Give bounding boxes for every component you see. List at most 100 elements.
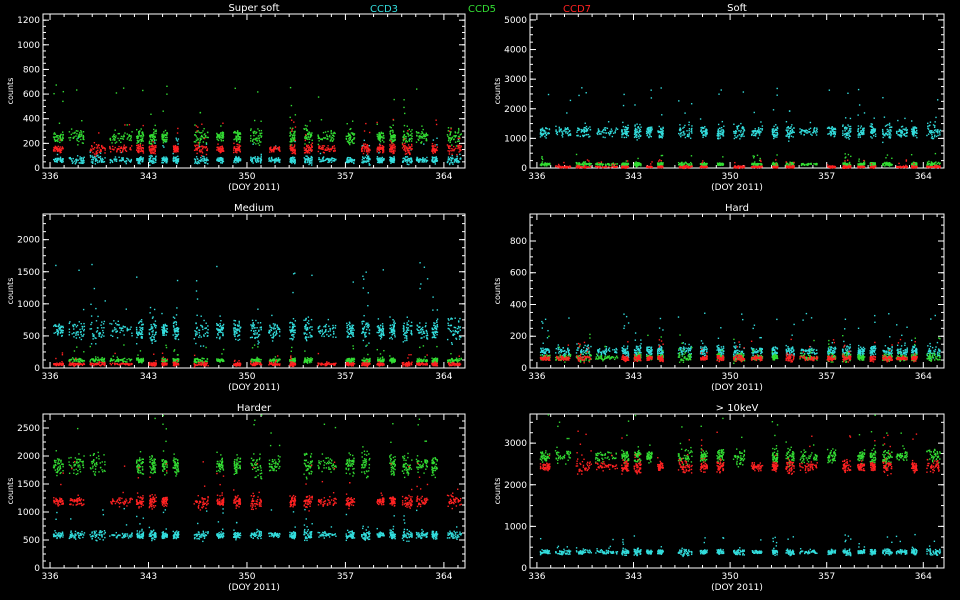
data-point (154, 147, 156, 149)
data-point (328, 158, 331, 160)
data-point (176, 132, 179, 134)
data-point (885, 157, 887, 159)
data-point (393, 152, 395, 154)
data-point (153, 133, 155, 135)
data-point (548, 132, 550, 134)
data-point (218, 157, 221, 159)
data-point (164, 139, 167, 141)
data-point (294, 149, 296, 151)
data-point (427, 134, 429, 136)
data-point (239, 145, 242, 147)
data-point (883, 116, 886, 118)
data-point (389, 143, 391, 146)
data-point (136, 159, 139, 161)
data-point (453, 150, 455, 152)
data-point (148, 157, 150, 160)
data-point (161, 159, 164, 161)
data-point (436, 157, 438, 160)
data-point (97, 161, 99, 164)
data-point (688, 121, 690, 123)
data-point (257, 142, 259, 145)
data-point (742, 131, 745, 133)
data-point (381, 161, 383, 164)
data-point (138, 159, 140, 162)
data-point (234, 158, 237, 161)
data-point (686, 133, 689, 136)
data-point (688, 128, 691, 130)
data-point (380, 132, 382, 135)
legend-ccd7: CCD7 (563, 4, 591, 15)
data-point (55, 84, 57, 86)
data-point (221, 148, 224, 150)
data-point (848, 132, 850, 135)
data-point (739, 131, 742, 133)
data-point (123, 134, 125, 136)
data-point (899, 135, 901, 137)
data-point (334, 150, 337, 152)
data-point (128, 139, 131, 141)
data-point (376, 149, 378, 151)
data-point (608, 132, 610, 135)
data-point (81, 161, 83, 163)
data-point (276, 148, 278, 150)
data-point (446, 144, 449, 146)
data-point (155, 159, 157, 161)
data-point (123, 147, 126, 149)
data-point (93, 148, 95, 150)
data-point (68, 131, 71, 133)
data-point (59, 151, 61, 153)
data-point (195, 125, 198, 127)
data-point (599, 163, 601, 165)
data-point (888, 122, 891, 125)
data-point (800, 133, 802, 135)
data-point (353, 142, 355, 144)
data-point (403, 145, 405, 148)
data-point (390, 146, 392, 149)
data-point (92, 151, 94, 154)
data-point (393, 139, 396, 141)
data-point (333, 158, 335, 160)
data-point (237, 149, 239, 152)
data-point (217, 158, 219, 161)
data-point (233, 161, 235, 164)
data-point (260, 153, 262, 156)
data-point (93, 155, 96, 158)
data-point (659, 135, 661, 137)
data-point (661, 132, 664, 135)
data-point (348, 138, 350, 140)
data-point (139, 142, 142, 145)
data-point (651, 128, 653, 130)
data-point (142, 144, 144, 147)
data-point (660, 128, 662, 131)
data-point (772, 161, 774, 164)
data-point (271, 148, 273, 151)
data-point (201, 150, 203, 153)
data-point (411, 160, 413, 162)
data-point (193, 149, 196, 152)
data-point (56, 160, 58, 162)
data-point (216, 138, 218, 140)
data-point (351, 138, 354, 141)
data-point (789, 161, 791, 163)
data-point (142, 132, 144, 134)
data-point (935, 161, 937, 163)
data-point (459, 137, 461, 140)
data-point (422, 156, 424, 159)
data-point (857, 114, 859, 116)
data-point (351, 159, 354, 161)
data-point (434, 144, 436, 146)
data-point (741, 133, 744, 135)
data-point (217, 147, 219, 149)
data-point (870, 123, 872, 125)
data-point (661, 114, 663, 116)
data-point (162, 162, 165, 164)
data-point (541, 133, 544, 135)
data-point (311, 132, 313, 134)
data-point (634, 127, 637, 130)
data-point (304, 161, 306, 164)
data-point (353, 137, 356, 139)
data-point (137, 158, 140, 160)
data-point (290, 133, 292, 136)
data-point (198, 145, 201, 147)
data-point (250, 135, 252, 137)
